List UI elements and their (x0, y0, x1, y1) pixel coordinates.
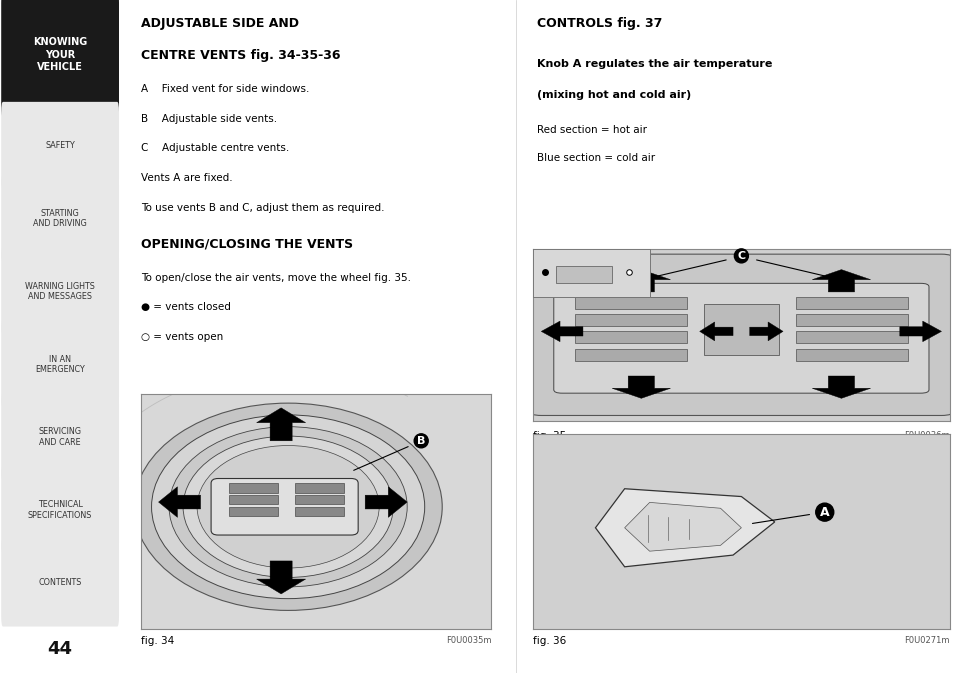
Text: B: B (416, 436, 425, 446)
Bar (703, 304, 778, 355)
Text: (mixing hot and cold air): (mixing hot and cold air) (537, 90, 691, 100)
Text: fig. 35: fig. 35 (533, 431, 565, 441)
Bar (795, 331, 907, 343)
FancyBboxPatch shape (1, 320, 119, 408)
Circle shape (183, 436, 393, 577)
Bar (229, 483, 277, 493)
Polygon shape (749, 322, 782, 341)
Text: C  Adjustable centre vents.: C Adjustable centre vents. (141, 143, 289, 153)
Bar (229, 495, 277, 505)
Polygon shape (256, 561, 305, 594)
Polygon shape (158, 487, 200, 518)
Polygon shape (811, 270, 870, 292)
FancyBboxPatch shape (1, 539, 119, 627)
Circle shape (197, 446, 378, 568)
Text: F0U0035m: F0U0035m (445, 636, 491, 645)
Text: A: A (819, 505, 829, 519)
Text: B  Adjustable side vents.: B Adjustable side vents. (141, 114, 277, 124)
FancyBboxPatch shape (1, 102, 119, 190)
Circle shape (134, 403, 442, 610)
Polygon shape (612, 376, 670, 398)
Text: ○ = vents open: ○ = vents open (141, 332, 223, 342)
Text: Red section = hot air: Red section = hot air (537, 125, 646, 135)
Polygon shape (612, 270, 670, 292)
Text: F0U0036m: F0U0036m (903, 431, 949, 439)
Text: C: C (737, 251, 744, 261)
FancyBboxPatch shape (528, 254, 953, 415)
FancyBboxPatch shape (1, 248, 119, 335)
Text: fig. 36: fig. 36 (533, 636, 565, 646)
Text: fig. 34: fig. 34 (141, 636, 174, 646)
Text: A  Fixed vent for side windows.: A Fixed vent for side windows. (141, 84, 309, 94)
FancyBboxPatch shape (1, 393, 119, 481)
Text: ADJUSTABLE SIDE AND: ADJUSTABLE SIDE AND (141, 17, 298, 30)
FancyBboxPatch shape (1, 0, 119, 116)
Text: STARTING
AND DRIVING: STARTING AND DRIVING (33, 209, 87, 228)
Circle shape (152, 415, 424, 599)
Bar (795, 297, 907, 309)
Bar (574, 331, 686, 343)
Polygon shape (899, 321, 941, 342)
Text: F0U0271m: F0U0271m (903, 636, 949, 645)
Polygon shape (595, 489, 774, 567)
Bar (795, 314, 907, 326)
Bar (294, 495, 344, 505)
Text: CONTROLS fig. 37: CONTROLS fig. 37 (537, 17, 661, 30)
Polygon shape (811, 376, 870, 398)
Bar (795, 349, 907, 361)
Text: Blue section = cold air: Blue section = cold air (537, 153, 655, 163)
FancyBboxPatch shape (553, 283, 928, 393)
Polygon shape (624, 502, 740, 551)
Text: SERVICING
AND CARE: SERVICING AND CARE (38, 427, 82, 447)
Polygon shape (365, 487, 407, 518)
Text: IN AN
EMERGENCY: IN AN EMERGENCY (35, 355, 85, 374)
Bar (574, 297, 686, 309)
Text: Vents A are fixed.: Vents A are fixed. (141, 173, 233, 183)
Text: To use vents B and C, adjust them as required.: To use vents B and C, adjust them as req… (141, 203, 384, 213)
Text: To open/close the air vents, move the wheel fig. 35.: To open/close the air vents, move the wh… (141, 273, 411, 283)
Bar (574, 314, 686, 326)
Bar (294, 507, 344, 516)
Polygon shape (699, 322, 732, 341)
Text: SAFETY: SAFETY (45, 141, 75, 150)
FancyBboxPatch shape (211, 479, 357, 535)
FancyBboxPatch shape (1, 175, 119, 262)
Text: ● = vents closed: ● = vents closed (141, 302, 231, 312)
Text: OPENING/CLOSING THE VENTS: OPENING/CLOSING THE VENTS (141, 238, 353, 250)
Circle shape (169, 427, 407, 587)
Bar (294, 483, 344, 493)
Text: CONTENTS: CONTENTS (38, 578, 82, 588)
Polygon shape (540, 321, 582, 342)
Text: CENTRE VENTS fig. 34-35-36: CENTRE VENTS fig. 34-35-36 (141, 49, 340, 62)
Text: KNOWING
YOUR
VEHICLE: KNOWING YOUR VEHICLE (33, 37, 87, 72)
Bar (574, 349, 686, 361)
Text: TECHNICAL
SPECIFICATIONS: TECHNICAL SPECIFICATIONS (28, 500, 92, 520)
Polygon shape (256, 408, 305, 441)
Bar (556, 266, 612, 283)
Text: 44: 44 (48, 641, 72, 658)
Text: Knob A regulates the air temperature: Knob A regulates the air temperature (537, 59, 772, 69)
FancyBboxPatch shape (1, 466, 119, 554)
Bar (229, 507, 277, 516)
Text: WARNING LIGHTS
AND MESSAGES: WARNING LIGHTS AND MESSAGES (25, 282, 95, 301)
